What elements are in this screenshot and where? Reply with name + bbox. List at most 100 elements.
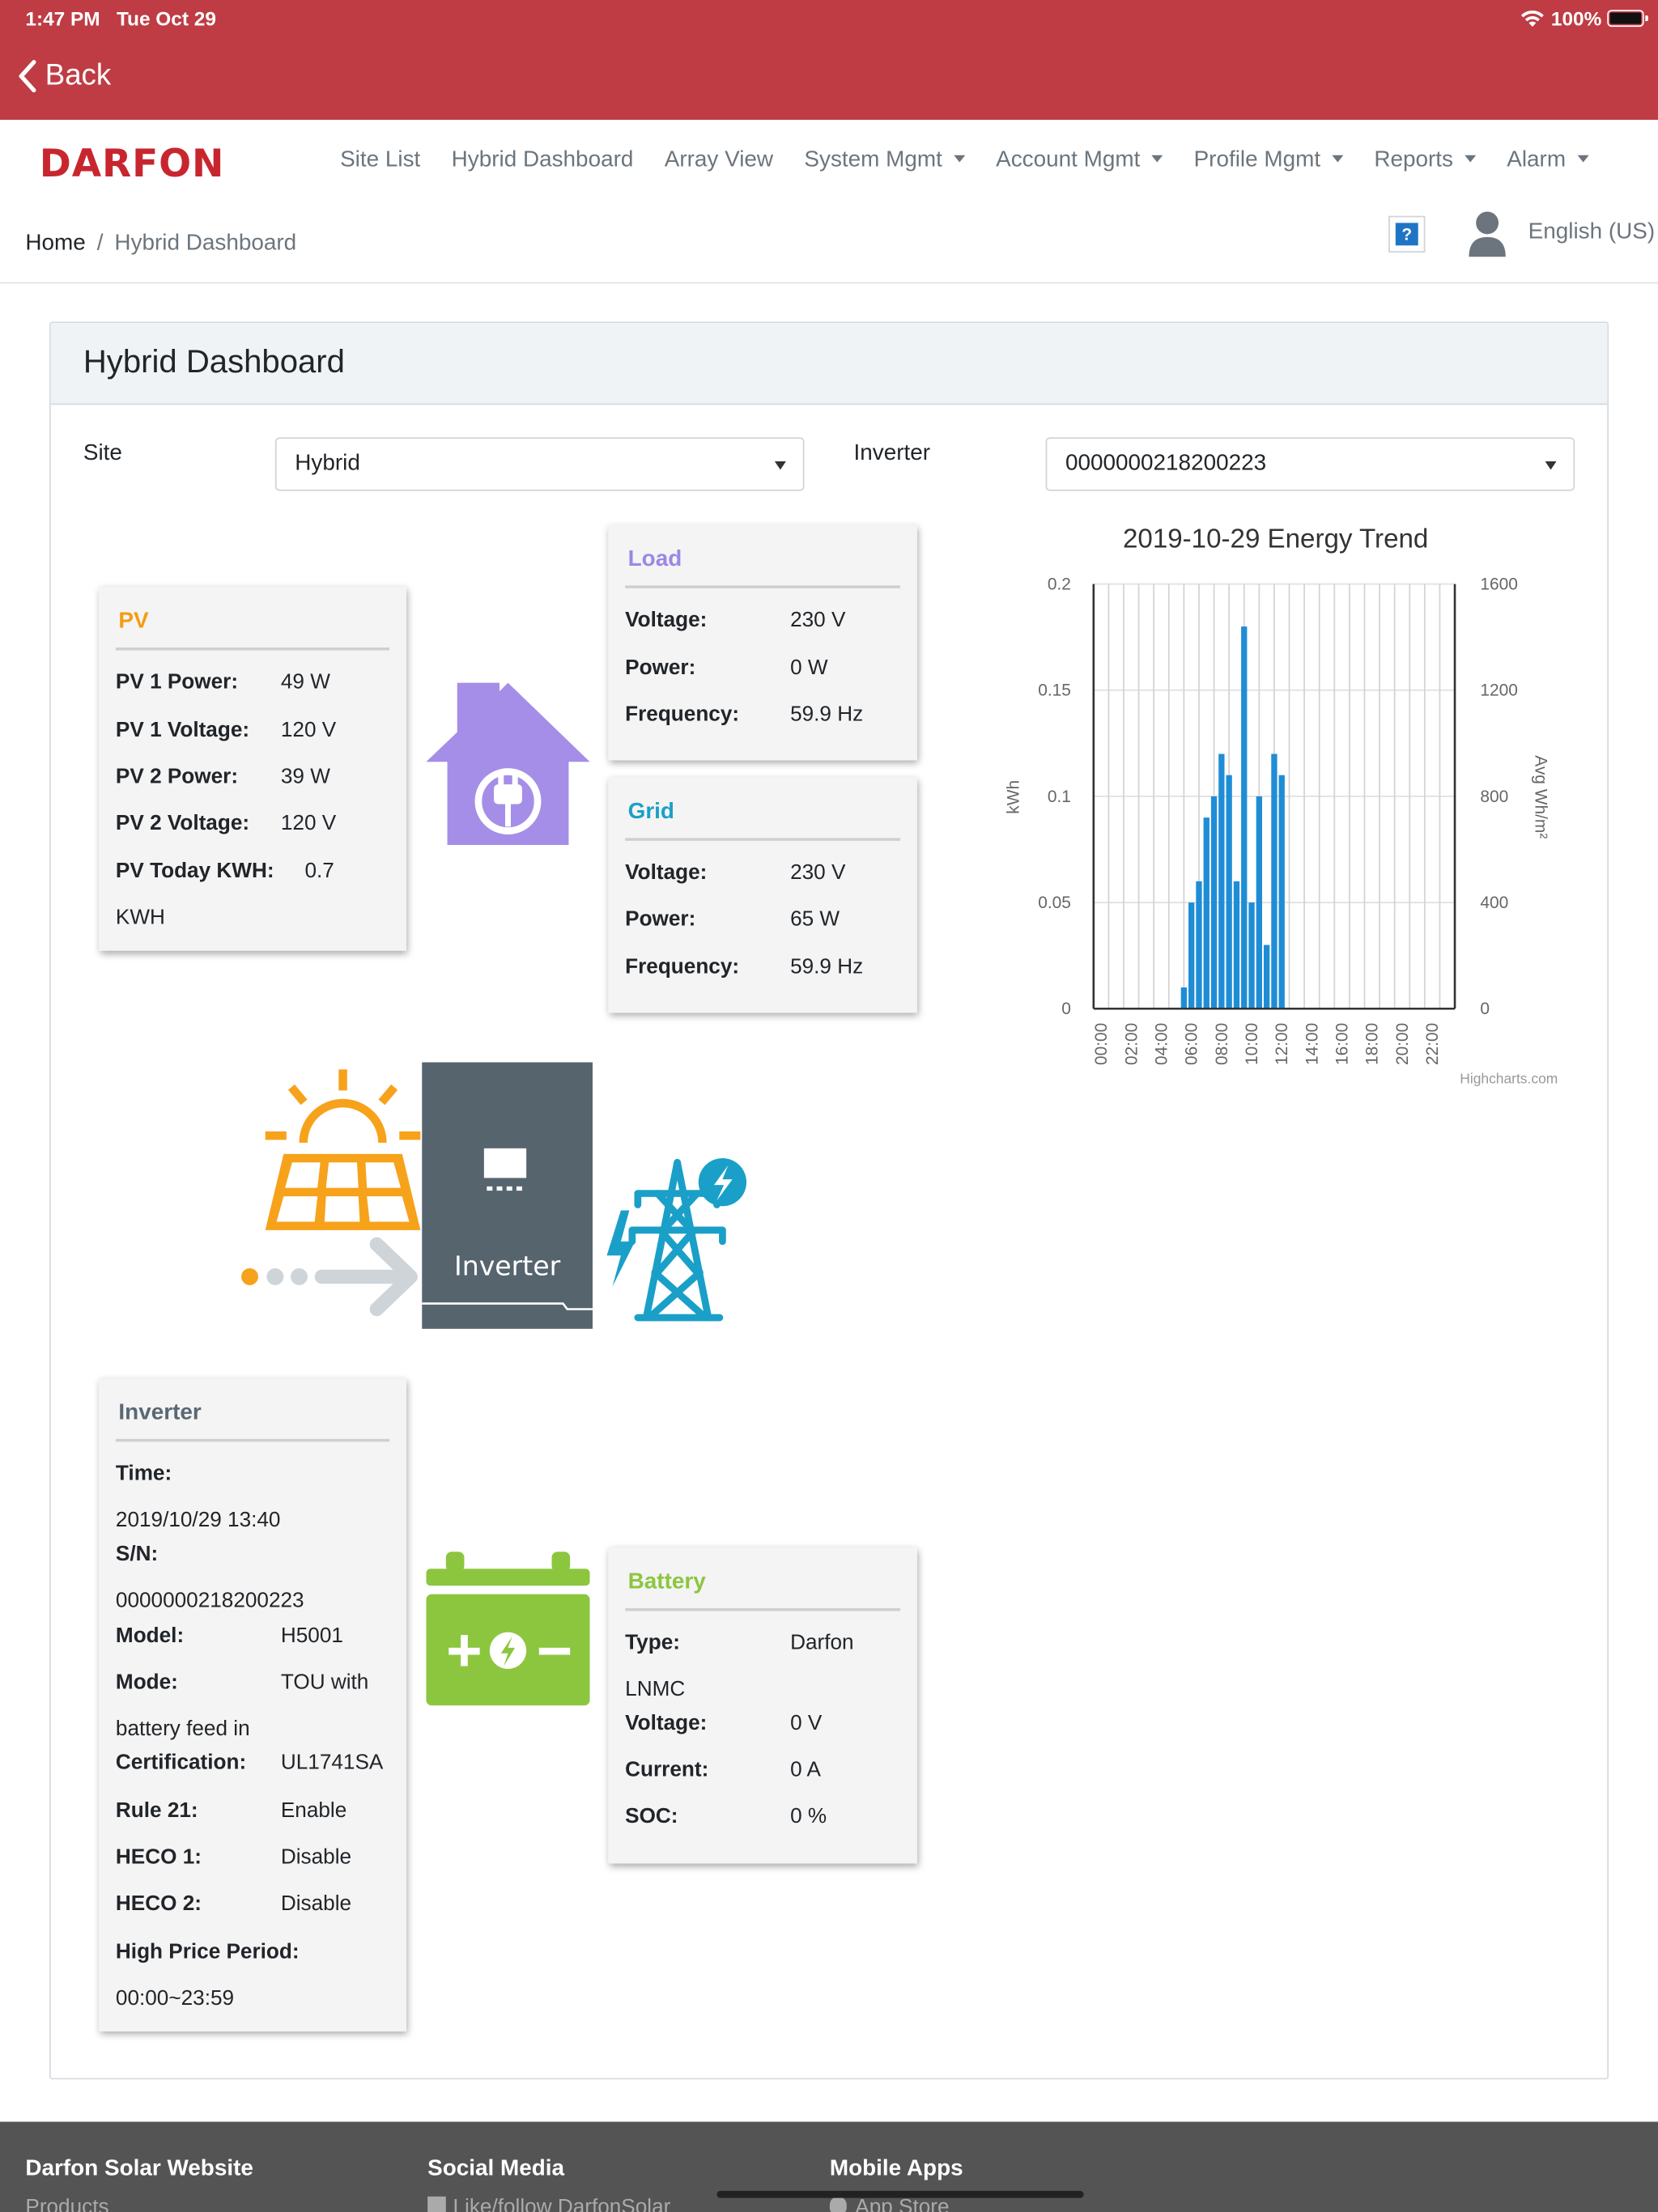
rule21-label: Rule 21: (115, 1798, 198, 1823)
pv-today-kwh-value: 0.7 (304, 859, 334, 884)
chart-bar[interactable] (1233, 881, 1240, 1009)
x-tick-label: 00:00 (1092, 1023, 1111, 1065)
x-tick-label: 02:00 (1122, 1023, 1141, 1065)
y-tick-label: 0.05 (1038, 894, 1071, 912)
heco2-label: HECO 2: (115, 1891, 202, 1916)
chart-bar[interactable] (1256, 796, 1262, 1009)
inverter-screen-icon (483, 1148, 527, 1178)
solar-panel-icon (241, 1069, 421, 1317)
y2-tick-label: 400 (1480, 894, 1508, 912)
language-selector[interactable]: English (US) (1528, 219, 1656, 244)
model-label: Model: (115, 1624, 185, 1648)
pv-info-box: PV PV 1 Power: 49 W PV 1 Voltage: 120 V … (99, 587, 406, 951)
nav-site-list[interactable]: Site List (340, 148, 421, 172)
chart-bar[interactable] (1278, 775, 1285, 1009)
mode-value-cont: battery feed in (115, 1717, 250, 1741)
chart-bar[interactable] (1196, 881, 1202, 1009)
main-navbar: DARFON Site List Hybrid Dashboard Array … (0, 120, 1658, 209)
chart-bar[interactable] (1263, 945, 1270, 1009)
battery-current-label: Current: (625, 1757, 709, 1782)
chart-bar[interactable] (1180, 987, 1188, 1009)
status-indicators: 100% (1520, 7, 1648, 30)
inverter-select[interactable]: 0000000218200223 (1045, 437, 1575, 491)
darfon-logo[interactable]: DARFON (39, 142, 225, 187)
user-icon[interactable] (1468, 210, 1507, 258)
back-button[interactable]: Back (17, 59, 111, 93)
pv-today-kwh-unit: KWH (115, 906, 165, 930)
breadcrumb: Home / Hybrid Dashboard (25, 231, 296, 257)
footer-products-link[interactable]: Products (25, 2195, 109, 2212)
chart-bar[interactable] (1218, 754, 1225, 1009)
load-voltage-label: Voltage: (625, 608, 708, 632)
grid-voltage-value: 230 V (790, 860, 846, 885)
inverter-box-title: Inverter (118, 1400, 202, 1425)
model-value: H5001 (280, 1624, 343, 1648)
y2-tick-label: 1600 (1480, 575, 1518, 594)
footer-facebook-link[interactable]: Like/follow DarfonSolar (427, 2195, 670, 2212)
page-title: Hybrid Dashboard (83, 342, 345, 380)
chart-credits[interactable]: Highcharts.com (1460, 1071, 1558, 1087)
inverter-info-box: Inverter Time: 2019/10/29 13:40 S/N: 000… (99, 1378, 406, 2032)
nav-profile-mgmt[interactable]: Profile Mgmt (1178, 148, 1358, 173)
y2-tick-label: 1200 (1480, 681, 1518, 700)
nav-alarm[interactable]: Alarm (1491, 148, 1604, 173)
battery-type-value: Darfon (790, 1630, 854, 1655)
battery-voltage-label: Voltage: (625, 1711, 708, 1735)
chart-bar[interactable] (1226, 775, 1232, 1009)
nav-menu: Site List Hybrid Dashboard Array View Sy… (325, 148, 1604, 173)
nav-account-mgmt[interactable]: Account Mgmt (980, 148, 1178, 173)
heco1-label: HECO 1: (115, 1845, 202, 1870)
status-time: 1:47 PM Tue Oct 29 (25, 6, 216, 30)
y-tick-label: 0.1 (1048, 788, 1071, 806)
chart-bar[interactable] (1210, 796, 1218, 1009)
load-frequency-label: Frequency: (625, 703, 740, 727)
nav-reports[interactable]: Reports (1358, 148, 1491, 173)
heco1-value: Disable (280, 1845, 352, 1870)
divider (625, 585, 901, 588)
grid-title: Grid (627, 800, 674, 824)
nav-hybrid-dashboard[interactable]: Hybrid Dashboard (451, 148, 634, 172)
x-tick-label: 18:00 (1363, 1023, 1382, 1065)
chart-bar[interactable] (1241, 626, 1248, 1009)
sn-label: S/N: (115, 1542, 159, 1566)
nav-array-view[interactable]: Array View (664, 148, 774, 172)
divider (115, 647, 390, 651)
chart-y2label: Avg Wh/m² (1531, 755, 1550, 839)
pv2-power-value: 39 W (280, 764, 330, 789)
y-tick-label: 0 (1061, 1000, 1071, 1018)
apple-icon (829, 2196, 847, 2212)
sn-value: 0000000218200223 (115, 1588, 304, 1613)
chart-bar[interactable] (1248, 902, 1255, 1009)
time-value: 2019/10/29 13:40 (115, 1508, 281, 1532)
nav-system-mgmt[interactable]: System Mgmt (789, 148, 980, 173)
site-select-value: Hybrid (295, 451, 360, 476)
pv1-voltage-value: 120 V (280, 718, 337, 742)
rule21-value: Enable (280, 1798, 347, 1823)
footer-website-title: Darfon Solar Website (25, 2157, 253, 2181)
divider (115, 1438, 390, 1442)
breadcrumb-home[interactable]: Home (25, 231, 86, 256)
caret-down-icon (1151, 155, 1163, 163)
footer-app-store-link[interactable]: App Store (829, 2195, 950, 2212)
battery-title: Battery (627, 1569, 706, 1594)
battery-status-icon (1607, 10, 1648, 28)
top-bar: 1:47 PM Tue Oct 29 100% Back (0, 0, 1658, 121)
help-button[interactable]: ? (1388, 215, 1426, 253)
x-tick-label: 12:00 (1273, 1023, 1291, 1065)
chart-bar[interactable] (1271, 754, 1278, 1009)
chevron-down-icon (774, 461, 786, 470)
chart-bar[interactable] (1188, 902, 1195, 1009)
chevron-left-icon (19, 60, 36, 93)
pv-title: PV (118, 609, 149, 634)
caret-down-icon (953, 155, 965, 163)
chart-title: 2019-10-29 Energy Trend (1123, 524, 1428, 554)
y2-tick-label: 0 (1480, 1000, 1490, 1018)
grid-info-box: Grid Voltage: 230 V Power: 65 W Frequenc… (608, 777, 917, 1013)
y-tick-label: 0.2 (1048, 575, 1071, 594)
chart-bar[interactable] (1203, 817, 1209, 1009)
load-power-label: Power: (625, 656, 696, 681)
chevron-down-icon (1545, 461, 1557, 470)
site-select[interactable]: Hybrid (274, 437, 805, 491)
x-tick-label: 16:00 (1333, 1023, 1352, 1065)
